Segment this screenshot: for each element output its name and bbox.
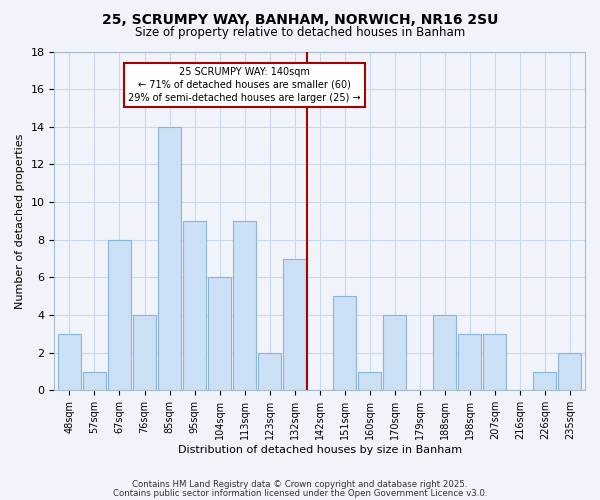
X-axis label: Distribution of detached houses by size in Banham: Distribution of detached houses by size … xyxy=(178,445,462,455)
Bar xyxy=(283,258,306,390)
Bar xyxy=(233,221,256,390)
Bar xyxy=(108,240,131,390)
Bar xyxy=(183,221,206,390)
Bar xyxy=(83,372,106,390)
Bar xyxy=(208,278,231,390)
Bar xyxy=(559,352,581,391)
Text: Contains HM Land Registry data © Crown copyright and database right 2025.: Contains HM Land Registry data © Crown c… xyxy=(132,480,468,489)
Bar xyxy=(58,334,81,390)
Text: 25 SCRUMPY WAY: 140sqm
← 71% of detached houses are smaller (60)
29% of semi-det: 25 SCRUMPY WAY: 140sqm ← 71% of detached… xyxy=(128,66,361,103)
Bar xyxy=(258,352,281,391)
Bar xyxy=(484,334,506,390)
Bar xyxy=(333,296,356,390)
Bar xyxy=(433,315,457,390)
Bar xyxy=(358,372,381,390)
Bar xyxy=(458,334,481,390)
Bar xyxy=(133,315,156,390)
Bar xyxy=(533,372,556,390)
Bar xyxy=(158,127,181,390)
Bar xyxy=(383,315,406,390)
Text: 25, SCRUMPY WAY, BANHAM, NORWICH, NR16 2SU: 25, SCRUMPY WAY, BANHAM, NORWICH, NR16 2… xyxy=(102,12,498,26)
Text: Contains public sector information licensed under the Open Government Licence v3: Contains public sector information licen… xyxy=(113,488,487,498)
Y-axis label: Number of detached properties: Number of detached properties xyxy=(15,133,25,308)
Text: Size of property relative to detached houses in Banham: Size of property relative to detached ho… xyxy=(135,26,465,39)
